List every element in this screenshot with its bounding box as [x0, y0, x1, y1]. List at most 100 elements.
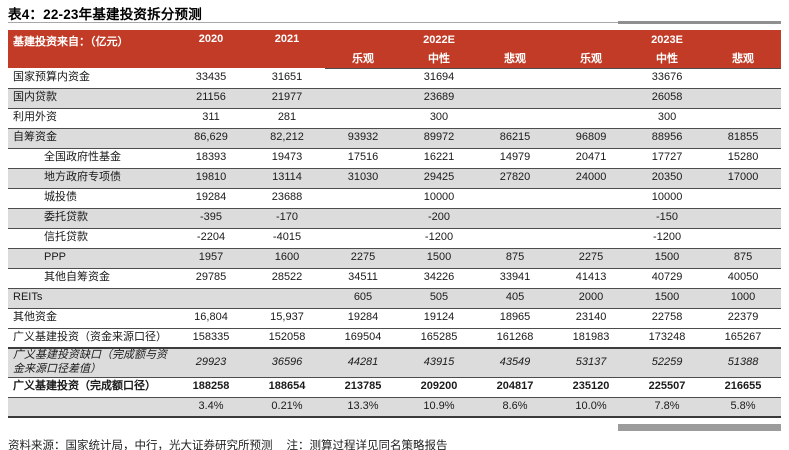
cell-value [553, 88, 630, 109]
cell-value: 93932 [325, 128, 401, 149]
cell-value: -150 [629, 208, 706, 229]
table-row: 地方政府专项债 19810 13114 31030 29425 27820 24000 203… [8, 168, 782, 189]
table-title: 表4：22-23年基建投资拆分预测 [8, 7, 202, 22]
cell-value [477, 68, 554, 89]
cell-value [325, 88, 401, 109]
cell-value [705, 208, 782, 229]
cell-value: 89972 [401, 128, 477, 149]
row-label: 广义基建投资（完成额口径） [8, 377, 173, 398]
cell-value: 82,212 [249, 128, 325, 149]
cell-value: 1500 [629, 248, 706, 269]
cell-value [553, 208, 630, 229]
note-text: 注：测算过程详见同名策略报告 [286, 440, 448, 450]
cell-value [477, 88, 554, 109]
cell-value: 1600 [249, 248, 325, 269]
cell-value [249, 288, 325, 309]
header-scenario-pessimistic-2022: 悲观 [477, 49, 554, 69]
cell-value: -2204 [173, 228, 249, 249]
row-label: 信托贷款 [8, 228, 173, 249]
cell-value: 15280 [705, 148, 782, 169]
cell-value: 8.6% [477, 397, 554, 418]
cell-value: 15,937 [249, 308, 325, 329]
cell-value: 875 [705, 248, 782, 269]
table-row: 利用外资 311 281 300 300 [8, 108, 782, 129]
cell-value: 7.8% [629, 397, 706, 418]
cell-value: 158335 [173, 328, 249, 349]
cell-value: 52259 [629, 348, 706, 378]
row-label: 自筹资金 [8, 128, 173, 149]
cell-value: 23688 [249, 188, 325, 209]
cell-value: -1200 [401, 228, 477, 249]
cell-value [705, 108, 782, 129]
cell-value: 23140 [553, 308, 630, 329]
cell-value: 300 [401, 108, 477, 129]
cell-value: 29923 [173, 348, 249, 378]
cell-value: 34226 [401, 268, 477, 289]
cell-value: 10.9% [401, 397, 477, 418]
header-scenario-neutral-2023: 中性 [629, 49, 706, 69]
cell-value: 1500 [629, 288, 706, 309]
cell-value: 34511 [325, 268, 401, 289]
cell-value: 44281 [325, 348, 401, 378]
cell-value: 16221 [401, 148, 477, 169]
cell-value [325, 208, 401, 229]
cell-value: 209200 [401, 377, 477, 398]
table-row: 委托贷款 -395 -170 -200 -150 [8, 208, 782, 229]
cell-value: 23689 [401, 88, 477, 109]
cell-value: 16,804 [173, 308, 249, 329]
row-label [8, 397, 173, 418]
cell-value: 86,629 [173, 128, 249, 149]
table-row: REITs 605 505 405 2000 1500 1000 [8, 288, 782, 309]
cell-value [705, 68, 782, 89]
cell-value: 165285 [401, 328, 477, 349]
cell-value: 29425 [401, 168, 477, 189]
table-body: 国家预算内资金 33435 31651 31694 33676 国内贷款 21156 2197… [8, 68, 782, 418]
cell-value: 300 [629, 108, 706, 129]
cell-value: 18965 [477, 308, 554, 329]
cell-value: 10000 [629, 188, 706, 209]
cell-value: 88956 [629, 128, 706, 149]
row-label: REITs [8, 288, 173, 309]
cell-value: 41413 [553, 268, 630, 289]
cell-value: 204817 [477, 377, 554, 398]
cell-value: 51388 [705, 348, 782, 378]
cell-value [477, 228, 554, 249]
header-scenario-optimistic-2023: 乐观 [553, 49, 630, 69]
table-row: 自筹资金 86,629 82,212 93932 89972 86215 96809 8895… [8, 128, 782, 149]
cell-value: 17727 [629, 148, 706, 169]
cell-value: 21156 [173, 88, 249, 109]
header-scenario-neutral-2022: 中性 [401, 49, 477, 69]
cell-value: 40729 [629, 268, 706, 289]
cell-value: 5.8% [705, 397, 782, 418]
cell-value: 173248 [629, 328, 706, 349]
cell-value: 19810 [173, 168, 249, 189]
cell-value: 19284 [173, 188, 249, 209]
table-row: 其他自筹资金 29785 28522 34511 34226 33941 41413 4072… [8, 268, 782, 289]
cell-value: 235120 [553, 377, 630, 398]
cell-value: 19124 [401, 308, 477, 329]
cell-value: 225507 [629, 377, 706, 398]
table-row: 全国政府性基金 18393 19473 17516 16221 14979 20471 177… [8, 148, 782, 169]
header-2022e: 2022E [325, 30, 554, 49]
cell-value: 0.21% [249, 397, 325, 418]
cell-value: 22379 [705, 308, 782, 329]
cell-value: 1000 [705, 288, 782, 309]
cell-value [477, 108, 554, 129]
cell-value: 17516 [325, 148, 401, 169]
cell-value [553, 188, 630, 209]
cell-value: 20350 [629, 168, 706, 189]
table-row: 3.4% 0.21% 13.3% 10.9% 8.6% 10.0% 7.8% 5.8% [8, 397, 782, 418]
cell-value: 33941 [477, 268, 554, 289]
cell-value [705, 228, 782, 249]
cell-value: -395 [173, 208, 249, 229]
cell-value: 19473 [249, 148, 325, 169]
cell-value: 22758 [629, 308, 706, 329]
cell-value: 40050 [705, 268, 782, 289]
table-row: 广义基建投资（资金来源口径） 158335 152058 169504 165285 16… [8, 328, 782, 349]
cell-value: 181983 [553, 328, 630, 349]
cell-value: 2000 [553, 288, 630, 309]
cell-value: 13.3% [325, 397, 401, 418]
row-label: 委托贷款 [8, 208, 173, 229]
cell-value: 161268 [477, 328, 554, 349]
cell-value: 24000 [553, 168, 630, 189]
